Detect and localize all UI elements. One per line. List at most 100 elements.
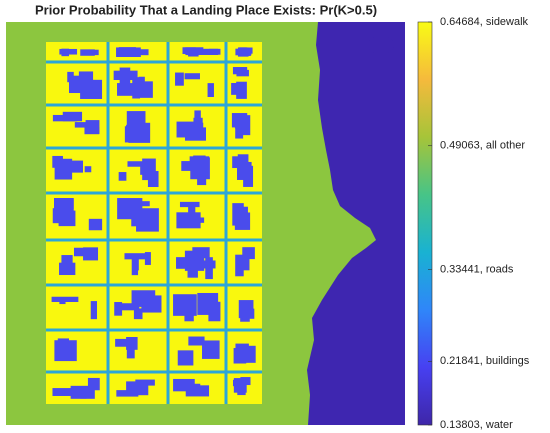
colorbar-tick-label: 0.33441, roads <box>440 263 514 275</box>
building <box>121 303 140 311</box>
building <box>176 257 191 269</box>
building <box>235 122 244 139</box>
colorbar <box>417 21 433 426</box>
building <box>133 308 143 320</box>
building <box>194 260 216 269</box>
building <box>208 301 221 322</box>
building <box>243 248 250 271</box>
building <box>175 72 184 86</box>
building <box>193 155 206 171</box>
building <box>84 127 100 135</box>
building <box>236 81 247 99</box>
road <box>46 60 262 64</box>
building <box>61 48 70 57</box>
colorbar-tick-label: 0.21841, buildings <box>440 355 530 367</box>
building <box>188 48 199 57</box>
building <box>182 213 195 220</box>
road <box>46 103 262 107</box>
road <box>46 146 262 150</box>
building <box>54 198 74 213</box>
building <box>243 47 253 54</box>
building <box>235 254 244 277</box>
building <box>173 294 197 316</box>
building <box>194 110 201 132</box>
colorbar-tick-label: 0.49063, all other <box>440 140 525 152</box>
building <box>192 247 210 259</box>
colorbar-ticks: 0.64684, sidewalk 0.49063, all other 0.334… <box>428 16 530 431</box>
road <box>46 283 262 287</box>
map <box>6 22 405 425</box>
building <box>142 158 156 181</box>
building <box>242 247 255 260</box>
building <box>234 212 251 230</box>
building <box>237 47 249 57</box>
building <box>87 377 100 391</box>
building <box>88 218 103 231</box>
building <box>126 343 135 359</box>
building <box>126 111 146 130</box>
building <box>52 388 79 396</box>
building <box>202 340 220 359</box>
building <box>117 83 135 96</box>
road <box>106 42 110 404</box>
building <box>84 166 92 173</box>
road <box>46 238 262 242</box>
building <box>185 385 210 397</box>
building <box>144 252 151 265</box>
colorbar-tick-label: 0.13803, water <box>440 419 513 431</box>
building <box>207 83 214 97</box>
building <box>179 201 200 208</box>
building <box>74 122 88 128</box>
building <box>124 253 146 260</box>
building <box>58 210 76 227</box>
building <box>231 113 248 128</box>
building <box>187 267 198 278</box>
building <box>78 71 94 88</box>
road <box>166 42 170 404</box>
building <box>188 336 205 346</box>
building <box>132 81 153 98</box>
building <box>238 300 254 319</box>
building <box>80 49 95 56</box>
building <box>118 172 127 181</box>
building <box>177 350 194 366</box>
building <box>90 301 97 320</box>
road <box>46 191 262 195</box>
road <box>46 370 262 374</box>
road <box>224 42 228 404</box>
building <box>131 256 139 276</box>
building <box>233 378 247 393</box>
title: Prior Probability That a Landing Place E… <box>35 2 377 17</box>
building <box>51 296 79 302</box>
building <box>71 160 84 173</box>
building <box>136 208 159 232</box>
building <box>123 49 149 56</box>
building <box>236 69 249 77</box>
building <box>184 73 200 80</box>
island <box>368 36 394 54</box>
building <box>243 345 256 363</box>
building <box>52 114 78 122</box>
building <box>52 155 63 168</box>
city-blocks <box>46 42 262 404</box>
building <box>127 161 151 167</box>
building <box>115 338 135 347</box>
water <box>307 22 405 425</box>
building <box>119 67 131 87</box>
building <box>131 290 156 307</box>
building <box>80 392 87 399</box>
building <box>67 71 74 83</box>
building <box>73 247 95 257</box>
building <box>131 215 140 227</box>
building <box>114 302 123 316</box>
building <box>59 262 76 276</box>
road <box>46 328 262 332</box>
building <box>237 154 249 175</box>
building <box>194 48 219 55</box>
colorbar-tick-label: 0.64684, sidewalk <box>440 16 529 28</box>
building <box>57 338 69 348</box>
building <box>135 379 155 386</box>
building <box>56 342 72 354</box>
